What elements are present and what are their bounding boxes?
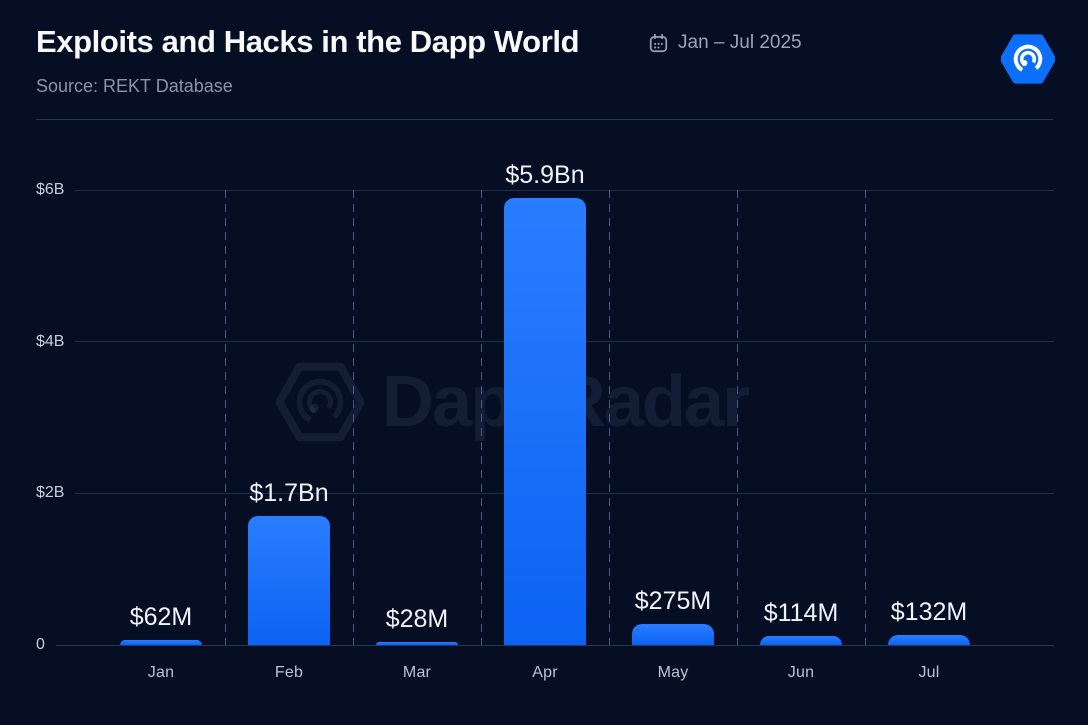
value-label-feb: $1.7Bn xyxy=(249,479,329,507)
y-axis-tick: 0 xyxy=(36,636,45,653)
y-axis-tick: $6B xyxy=(36,181,65,198)
y-axis-tick: $2B xyxy=(36,484,65,502)
x-axis-label-apr: Apr xyxy=(532,664,558,681)
source-label: Source: REKT Database xyxy=(36,76,233,96)
gridline-row-0: 0 xyxy=(36,635,1054,655)
x-axis-label-jun: Jun xyxy=(787,664,815,681)
bar-mar xyxy=(376,642,458,645)
dashed-month-separator xyxy=(225,190,226,645)
x-axis-label-jul: Jul xyxy=(918,664,940,681)
gridline xyxy=(55,644,1054,646)
date-range: Jan – Jul 2025 xyxy=(648,32,802,54)
value-label-may: $275M xyxy=(634,587,712,615)
x-axis-label-jan: Jan xyxy=(147,664,175,681)
dashed-month-separator xyxy=(353,190,354,645)
value-label-jun: $114M xyxy=(763,599,839,627)
dashed-month-separator xyxy=(609,190,610,645)
value-label-mar: $28M xyxy=(385,605,449,633)
dashed-month-separator xyxy=(865,190,866,645)
dappradar-logo xyxy=(1001,34,1055,84)
bar-jun xyxy=(760,636,842,645)
value-label-jul: $132M xyxy=(890,598,968,626)
bar-may xyxy=(632,624,714,645)
bar-feb xyxy=(248,516,330,645)
x-axis-label-mar: Mar xyxy=(402,664,432,681)
dashed-month-separator xyxy=(481,190,482,645)
page-title: Exploits and Hacks in the Dapp World xyxy=(36,24,580,59)
y-axis-tick: $4B xyxy=(36,332,65,350)
gridline xyxy=(75,189,1054,191)
dashed-month-separator xyxy=(737,190,738,645)
bar-jul xyxy=(888,635,970,645)
value-label-jan: $62M xyxy=(129,603,193,631)
gridline-row-6b: $6B xyxy=(36,180,1054,200)
bar-jan xyxy=(120,640,202,645)
x-axis-label-may: May xyxy=(657,664,689,681)
calendar-icon xyxy=(649,33,668,52)
bar-apr xyxy=(504,198,586,645)
value-label-apr: $5.9Bn xyxy=(505,161,585,189)
date-range-label: Jan – Jul 2025 xyxy=(678,32,802,53)
header-divider xyxy=(36,119,1053,120)
x-axis-label-feb: Feb xyxy=(274,664,304,681)
